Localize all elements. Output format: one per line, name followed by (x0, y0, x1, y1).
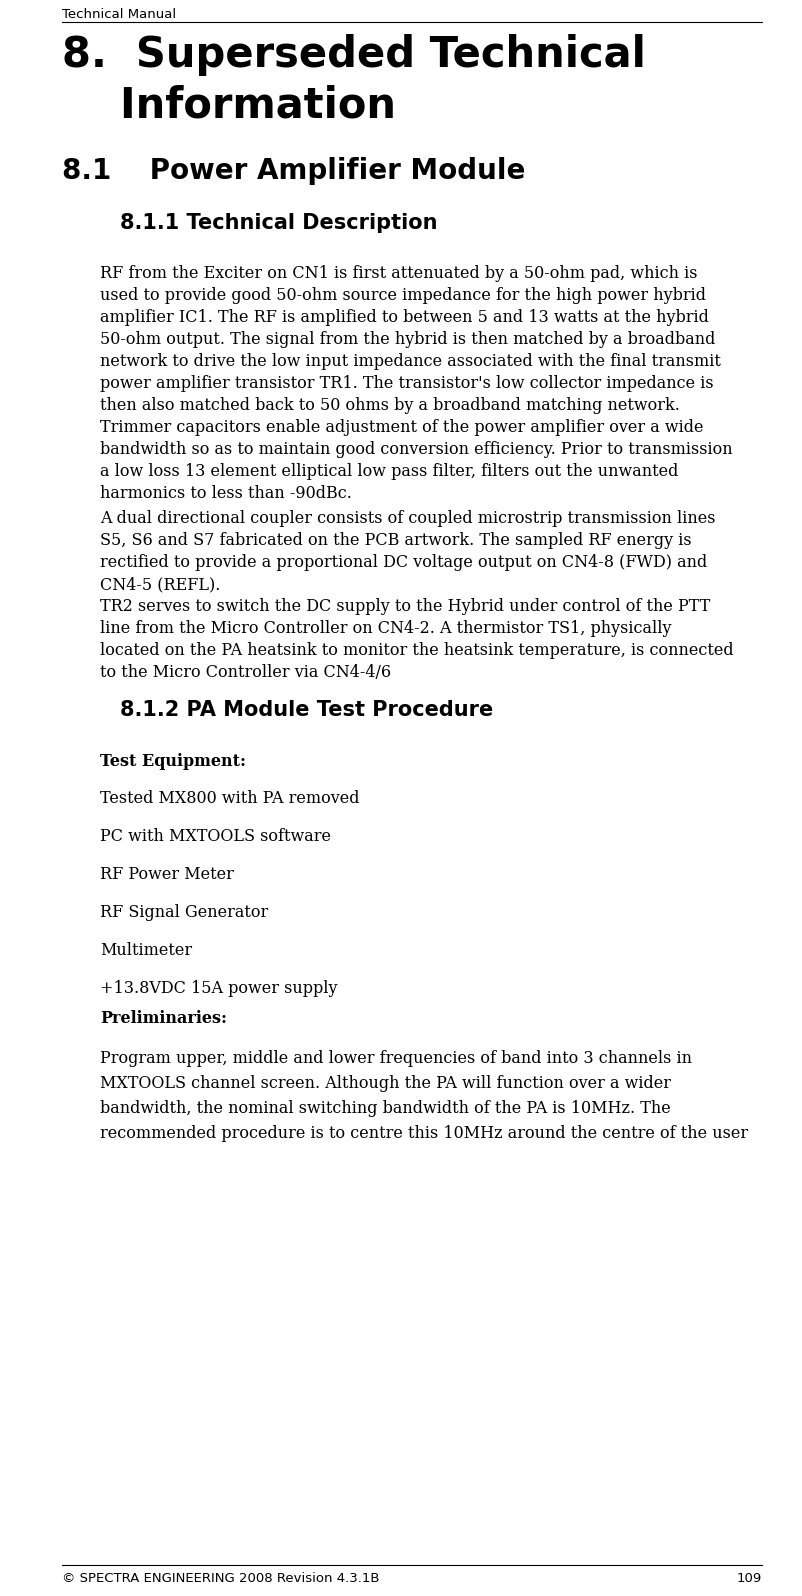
Text: A dual directional coupler consists of coupled microstrip transmission lines: A dual directional coupler consists of c… (100, 511, 715, 527)
Text: Information: Information (62, 85, 396, 126)
Text: harmonics to less than -90dBc.: harmonics to less than -90dBc. (100, 485, 352, 503)
Text: RF Power Meter: RF Power Meter (100, 867, 234, 883)
Text: Test Equipment:: Test Equipment: (100, 753, 246, 769)
Text: power amplifier transistor TR1. The transistor's low collector impedance is: power amplifier transistor TR1. The tran… (100, 375, 714, 393)
Text: Technical Manual: Technical Manual (62, 8, 176, 21)
Text: a low loss 13 element elliptical low pass filter, filters out the unwanted: a low loss 13 element elliptical low pas… (100, 463, 678, 480)
Text: used to provide good 50-ohm source impedance for the high power hybrid: used to provide good 50-ohm source imped… (100, 287, 706, 303)
Text: Multimeter: Multimeter (100, 942, 192, 959)
Text: recommended procedure is to centre this 10MHz around the centre of the user: recommended procedure is to centre this … (100, 1125, 748, 1143)
Text: CN4-5 (REFL).: CN4-5 (REFL). (100, 576, 221, 594)
Text: network to drive the low input impedance associated with the final transmit: network to drive the low input impedance… (100, 353, 721, 370)
Text: Program upper, middle and lower frequencies of band into 3 channels in: Program upper, middle and lower frequenc… (100, 1050, 692, 1068)
Text: Tested MX800 with PA removed: Tested MX800 with PA removed (100, 790, 359, 808)
Text: 50-ohm output. The signal from the hybrid is then matched by a broadband: 50-ohm output. The signal from the hybri… (100, 330, 715, 348)
Text: line from the Micro Controller on CN4-2. A thermistor TS1, physically: line from the Micro Controller on CN4-2.… (100, 619, 671, 637)
Text: RF from the Exciter on CN1 is first attenuated by a 50-ohm pad, which is: RF from the Exciter on CN1 is first atte… (100, 265, 698, 282)
Text: RF Signal Generator: RF Signal Generator (100, 903, 268, 921)
Text: TR2 serves to switch the DC supply to the Hybrid under control of the PTT: TR2 serves to switch the DC supply to th… (100, 598, 711, 614)
Text: 109: 109 (737, 1572, 762, 1585)
Text: 8.  Superseded Technical: 8. Superseded Technical (62, 34, 646, 77)
Text: S5, S6 and S7 fabricated on the PCB artwork. The sampled RF energy is: S5, S6 and S7 fabricated on the PCB artw… (100, 531, 691, 549)
Text: 8.1    Power Amplifier Module: 8.1 Power Amplifier Module (62, 156, 525, 185)
Text: located on the PA heatsink to monitor the heatsink temperature, is connected: located on the PA heatsink to monitor th… (100, 642, 734, 659)
Text: to the Micro Controller via CN4-4/6: to the Micro Controller via CN4-4/6 (100, 664, 391, 681)
Text: then also matched back to 50 ohms by a broadband matching network.: then also matched back to 50 ohms by a b… (100, 397, 680, 413)
Text: PC with MXTOOLS software: PC with MXTOOLS software (100, 828, 331, 844)
Text: © SPECTRA ENGINEERING 2008 Revision 4.3.1B: © SPECTRA ENGINEERING 2008 Revision 4.3.… (62, 1572, 379, 1585)
Text: Preliminaries:: Preliminaries: (100, 1010, 227, 1026)
Text: amplifier IC1. The RF is amplified to between 5 and 13 watts at the hybrid: amplifier IC1. The RF is amplified to be… (100, 310, 709, 326)
Text: +13.8VDC 15A power supply: +13.8VDC 15A power supply (100, 980, 338, 998)
Text: 8.1.1 Technical Description: 8.1.1 Technical Description (120, 212, 438, 233)
Text: Trimmer capacitors enable adjustment of the power amplifier over a wide: Trimmer capacitors enable adjustment of … (100, 420, 703, 436)
Text: 8.1.2 PA Module Test Procedure: 8.1.2 PA Module Test Procedure (120, 701, 493, 720)
Text: bandwidth, the nominal switching bandwidth of the PA is 10MHz. The: bandwidth, the nominal switching bandwid… (100, 1100, 670, 1117)
Text: rectified to provide a proportional DC voltage output on CN4-8 (FWD) and: rectified to provide a proportional DC v… (100, 554, 707, 571)
Text: MXTOOLS channel screen. Although the PA will function over a wider: MXTOOLS channel screen. Although the PA … (100, 1076, 671, 1092)
Text: bandwidth so as to maintain good conversion efficiency. Prior to transmission: bandwidth so as to maintain good convers… (100, 440, 732, 458)
